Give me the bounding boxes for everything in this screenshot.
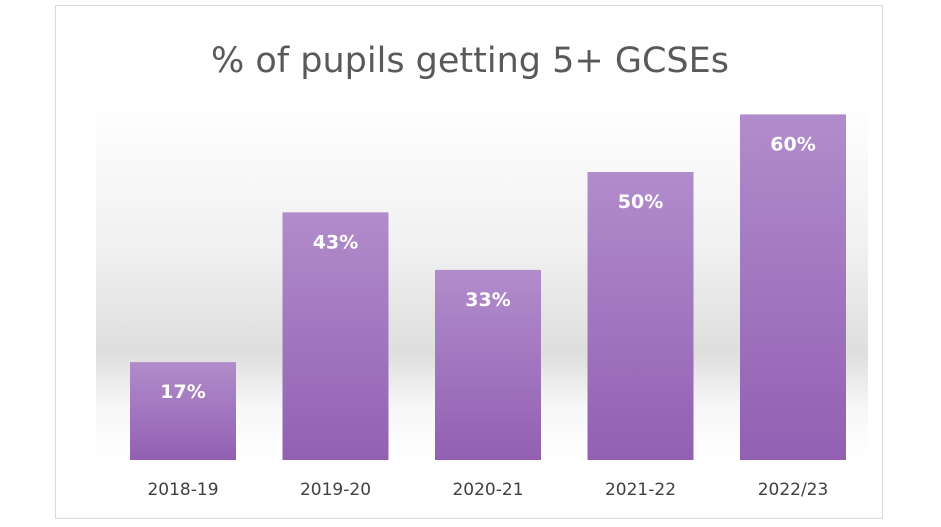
- chart-title: % of pupils getting 5+ GCSEs: [211, 41, 729, 81]
- x-tick-2018-19: 2018-19: [147, 480, 218, 500]
- chart-frame: % of pupils getting 5+ GCSEs 17% 43% 33% 50…: [55, 5, 883, 519]
- x-tick-2021-22: 2021-22: [605, 480, 676, 500]
- bar-2018-19: [130, 362, 236, 460]
- bar-2019-20: [282, 212, 389, 460]
- bar-2022/23: [740, 114, 846, 461]
- x-tick-2019-20: 2019-20: [300, 480, 371, 500]
- data-label-2020-21: 33%: [465, 289, 510, 311]
- bar-chart: % of pupils getting 5+ GCSEs 17% 43% 33% 50…: [96, 41, 868, 500]
- x-tick-2020-21: 2020-21: [452, 480, 523, 500]
- bar-2021-22: [587, 172, 694, 460]
- data-label-2022/23: 60%: [770, 133, 815, 155]
- data-label-2021-22: 50%: [618, 191, 663, 213]
- data-label-2018-19: 17%: [160, 381, 205, 403]
- x-tick-2022/23: 2022/23: [758, 480, 829, 500]
- bar-2020-21: [435, 269, 541, 460]
- data-label-2019-20: 43%: [313, 231, 358, 253]
- bars-layer: [130, 114, 846, 461]
- x-axis-tick-labels: 2018-19 2019-20 2020-21 2021-22 2022/23: [147, 480, 828, 500]
- data-labels-layer: 17% 43% 33% 50% 60%: [160, 133, 815, 403]
